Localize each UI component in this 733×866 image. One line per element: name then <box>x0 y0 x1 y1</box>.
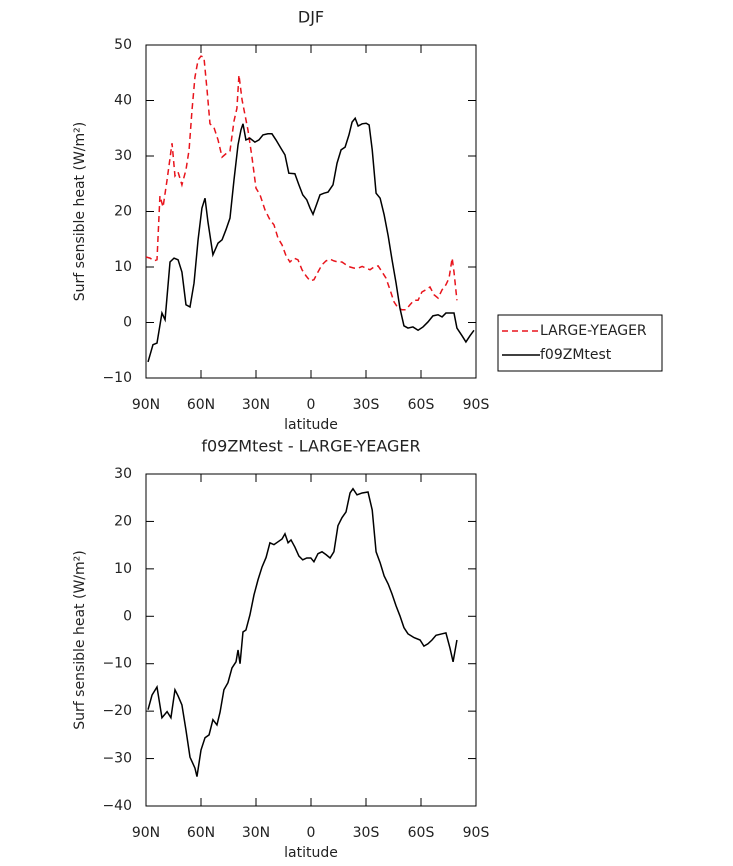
y-tick-label: −10 <box>102 370 132 386</box>
data-line <box>147 487 458 777</box>
y-tick-label: 20 <box>114 513 132 529</box>
x-tick-label: 30S <box>353 825 380 841</box>
y-tick-label: 0 <box>123 608 132 624</box>
legend-box <box>497 314 663 372</box>
y-tick-label: 20 <box>114 204 132 220</box>
x-tick-label: 90N <box>132 397 160 413</box>
plot-frame <box>145 44 477 379</box>
x-tick-label: 90S <box>463 825 490 841</box>
data-line <box>147 116 475 363</box>
y-axis-label: Surf sensible heat (W/m²) <box>72 550 88 729</box>
y-tick-label: −40 <box>102 798 132 814</box>
y-tick-label: −30 <box>102 751 132 767</box>
y-tick-label: 30 <box>114 148 132 164</box>
x-tick-label: 30S <box>353 397 380 413</box>
x-tick-label: 60S <box>408 397 435 413</box>
x-tick-label: 90S <box>463 397 490 413</box>
x-tick-label: 30N <box>242 825 270 841</box>
y-tick-label: 50 <box>114 37 132 53</box>
legend-label: f09ZMtest <box>540 347 612 363</box>
plot-frame <box>145 473 477 807</box>
y-axis-label: Surf sensible heat (W/m²) <box>72 122 88 301</box>
x-axis-label: latitude <box>284 845 338 861</box>
x-tick-label: 60S <box>408 825 435 841</box>
data-line <box>145 55 458 311</box>
y-tick-label: 0 <box>123 315 132 331</box>
x-tick-label: 90N <box>132 825 160 841</box>
y-tick-label: −10 <box>102 656 132 672</box>
x-tick-label: 60N <box>187 397 215 413</box>
x-axis-label: latitude <box>284 417 338 433</box>
x-tick-label: 0 <box>307 397 316 413</box>
y-tick-label: 10 <box>114 561 132 577</box>
legend-label: LARGE-YEAGER <box>540 323 647 339</box>
chart-title: f09ZMtest - LARGE-YEAGER <box>201 437 420 456</box>
y-tick-label: −20 <box>102 703 132 719</box>
x-tick-label: 30N <box>242 397 270 413</box>
chart-title: DJF <box>298 8 324 27</box>
x-tick-label: 0 <box>307 825 316 841</box>
y-tick-label: 10 <box>114 259 132 275</box>
y-tick-label: 40 <box>114 93 132 109</box>
x-tick-label: 60N <box>187 825 215 841</box>
y-tick-label: 30 <box>114 466 132 482</box>
